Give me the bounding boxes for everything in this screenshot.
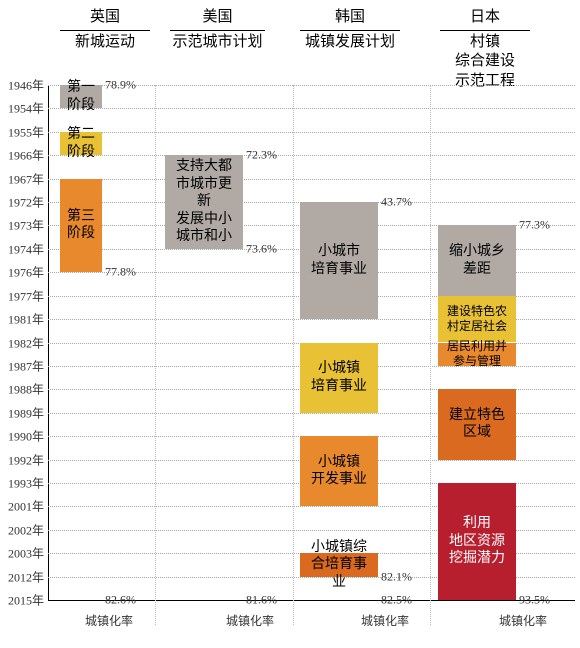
header-line: 韩国 [300, 6, 400, 31]
year-label: 2012年 [8, 568, 44, 585]
percent-label: 78.9% [105, 78, 136, 93]
year-label: 1989年 [8, 404, 44, 421]
year-label: 1993年 [8, 474, 44, 491]
year-label: 2001年 [8, 498, 44, 515]
year-label: 1955年 [8, 123, 44, 140]
segment-uk: 第二 阶段 [60, 132, 102, 155]
axis-label: 城镇化率 [361, 612, 409, 629]
year-label: 1987年 [8, 357, 44, 374]
percent-label: 43.7% [381, 195, 412, 210]
header-line: 日本 [440, 6, 530, 31]
percent-label: 82.1% [381, 569, 412, 584]
column-divider [430, 85, 431, 625]
gridline [48, 108, 575, 109]
year-label: 2003年 [8, 545, 44, 562]
segment-kr: 小城镇综 合培育事 业 [300, 553, 378, 576]
axis-label: 城镇化率 [499, 612, 547, 629]
segment-jp: 建立特色 区域 [438, 389, 516, 459]
header-line: 城镇发展计划 [300, 31, 400, 55]
year-label: 2015年 [8, 592, 44, 609]
percent-label: 82.5% [381, 593, 412, 608]
percent-label: 81.6% [246, 593, 277, 608]
gridline [48, 132, 575, 133]
column-divider [293, 85, 294, 625]
header-line: 村镇 综合建设 示范工程 [440, 31, 530, 94]
year-label: 1966年 [8, 147, 44, 164]
header-line: 新城运动 [60, 31, 150, 55]
year-label: 1992年 [8, 451, 44, 468]
column-header-us: 美国示范城市计划 [170, 6, 265, 54]
segment-kr: 小城市 培育事业 [300, 202, 378, 319]
header-line: 美国 [170, 6, 265, 31]
year-label: 1977年 [8, 287, 44, 304]
percent-label: 93.5% [519, 593, 550, 608]
segment-uk: 第一 阶段 [60, 85, 102, 108]
year-label: 1967年 [8, 170, 44, 187]
year-label: 1990年 [8, 428, 44, 445]
axis-label: 城镇化率 [226, 612, 274, 629]
column-header-uk: 英国新城运动 [60, 6, 150, 54]
segment-jp: 居民利用并 参与管理 [438, 343, 516, 366]
column-header-jp: 日本村镇 综合建设 示范工程 [440, 6, 530, 93]
year-label: 1946年 [8, 77, 44, 94]
segment-us: 支持大都 市城市更 新 发展中小 城市和小 [165, 155, 243, 249]
segment-jp: 利用 地区资源 挖掘潜力 [438, 483, 516, 600]
header-line: 英国 [60, 6, 150, 31]
year-label: 1982年 [8, 334, 44, 351]
percent-label: 82.6% [105, 593, 136, 608]
segment-kr: 小城镇 培育事业 [300, 343, 378, 413]
year-label: 1988年 [8, 381, 44, 398]
year-label: 1974年 [8, 240, 44, 257]
percent-label: 73.6% [246, 241, 277, 256]
gridline [48, 155, 575, 156]
column-divider [155, 85, 156, 625]
gridline [48, 179, 575, 180]
segment-kr: 小城镇 开发事业 [300, 436, 378, 506]
header-line: 示范城市计划 [170, 31, 265, 55]
segment-uk: 第三 阶段 [60, 179, 102, 273]
timeline-chart: 英国新城运动美国示范城市计划韩国城镇发展计划日本村镇 综合建设 示范工程1946… [0, 0, 580, 648]
year-label: 2002年 [8, 521, 44, 538]
segment-jp: 缩小城乡 差距 [438, 225, 516, 295]
year-label: 1954年 [8, 100, 44, 117]
year-label: 1973年 [8, 217, 44, 234]
axis-label: 城镇化率 [85, 612, 133, 629]
year-label: 1972年 [8, 194, 44, 211]
percent-label: 77.8% [105, 265, 136, 280]
column-header-kr: 韩国城镇发展计划 [300, 6, 400, 54]
year-label: 1981年 [8, 311, 44, 328]
segment-jp: 建设特色农 村定居社会 [438, 296, 516, 343]
percent-label: 77.3% [519, 218, 550, 233]
year-label: 1976年 [8, 264, 44, 281]
percent-label: 72.3% [246, 148, 277, 163]
